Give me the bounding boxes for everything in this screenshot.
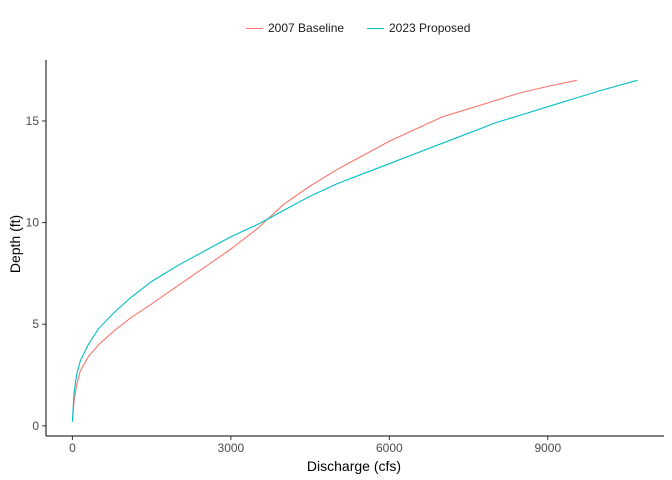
x-tick-label: 6000	[376, 441, 403, 455]
y-axis-title: Depth (ft)	[7, 215, 23, 273]
legend-swatch-2007-baseline	[246, 27, 263, 29]
legend-label-2007-baseline: 2007 Baseline	[268, 21, 345, 35]
series-line-2023-proposed	[71, 79, 638, 422]
series-lines	[71, 79, 638, 422]
y-tick-label: 0	[32, 419, 39, 433]
y-tick-label: 10	[26, 216, 40, 230]
x-axis-title: Discharge (cfs)	[307, 458, 401, 474]
y-tick-label: 15	[26, 114, 40, 128]
series-line-2007-baseline	[71, 79, 577, 422]
legend-item-2007-baseline: 2007 Baseline	[246, 18, 344, 38]
axes	[45, 60, 664, 437]
x-tick-label: 9000	[534, 441, 561, 455]
legend-label-2023-proposed: 2023 Proposed	[389, 21, 471, 35]
x-tick-label: 0	[69, 441, 76, 455]
y-tick-label: 5	[32, 317, 39, 331]
ticks: 0 3000 6000 9000 0 5 10 15	[26, 114, 562, 455]
legend: 2007 Baseline 2023 Proposed	[0, 18, 672, 38]
legend-swatch-2023-proposed	[367, 27, 384, 29]
legend-item-2023-proposed: 2023 Proposed	[367, 18, 470, 38]
x-tick-label: 3000	[218, 441, 245, 455]
